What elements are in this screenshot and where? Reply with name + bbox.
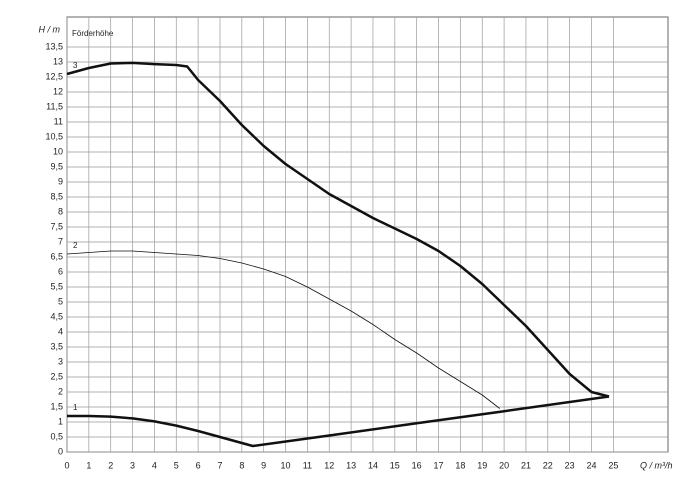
- plot-frame: [66, 16, 669, 453]
- y-tick-label: 9: [58, 176, 63, 186]
- y-tick-label: 3: [58, 356, 63, 366]
- y-tick-label: 5,5: [50, 281, 63, 291]
- x-tick-label: 7: [217, 460, 222, 470]
- series-label: 1: [73, 403, 78, 412]
- y-tick-label: 13: [53, 56, 63, 66]
- x-tick-label: 17: [434, 460, 444, 470]
- title-box: [70, 28, 120, 40]
- x-tick-label: 22: [543, 460, 553, 470]
- x-tick-label: 21: [521, 460, 531, 470]
- x-tick-label: 0: [64, 460, 69, 470]
- y-tick-label: 8,5: [50, 191, 63, 201]
- x-tick-label: 1: [86, 460, 91, 470]
- y-tick-label: 0,5: [50, 431, 63, 441]
- x-axis-label: Q / m³/h: [640, 460, 673, 470]
- x-tick-label: 9: [261, 460, 266, 470]
- y-tick-label: 5: [58, 296, 63, 306]
- y-tick-label: 2,5: [50, 371, 63, 381]
- y-tick-label: 11,5: [46, 101, 63, 111]
- x-tick-label: 13: [346, 460, 356, 470]
- curve: [66, 61, 610, 398]
- y-tick-label: 2: [58, 386, 63, 396]
- x-tick-label: 15: [390, 460, 400, 470]
- y-tick-label: 1,5: [50, 401, 63, 411]
- y-tick-label: 0: [58, 446, 63, 456]
- y-tick-label: 11: [54, 116, 63, 126]
- x-tick-label: 16: [412, 460, 422, 470]
- x-tick-label: 25: [608, 460, 618, 470]
- x-tick-label: 8: [239, 460, 244, 470]
- x-tick-label: 11: [303, 460, 312, 470]
- x-tick-label: 12: [324, 460, 334, 470]
- y-tick-label: 10,5: [45, 131, 63, 141]
- y-tick-label: 3,5: [50, 341, 63, 351]
- x-tick-label: 23: [565, 460, 575, 470]
- x-tick-label: 20: [499, 460, 509, 470]
- x-tick-label: 6: [196, 460, 201, 470]
- x-tick-label: 5: [174, 460, 179, 470]
- y-tick-label: 1: [58, 416, 63, 426]
- y-tick-label: 7,5: [50, 221, 63, 231]
- y-axis-label: H / m: [39, 24, 61, 34]
- chart-title: Förderhöhe: [72, 29, 114, 38]
- y-tick-label: 8: [58, 206, 63, 216]
- x-tick-label: 10: [281, 460, 291, 470]
- curve: [66, 250, 500, 409]
- x-tick-label: 2: [108, 460, 113, 470]
- series-label: 3: [73, 61, 78, 70]
- y-tick-label: 10: [53, 146, 63, 156]
- y-tick-label: 6,5: [50, 251, 63, 261]
- y-tick-label: 13,5: [45, 41, 63, 51]
- y-tick-label: 12: [53, 86, 63, 96]
- x-tick-label: 4: [152, 460, 157, 470]
- x-tick-label: 24: [587, 460, 597, 470]
- x-tick-label: 18: [455, 460, 465, 470]
- y-tick-label: 6: [58, 266, 63, 276]
- y-tick-label: 9,5: [50, 161, 63, 171]
- x-tick-label: 14: [368, 460, 378, 470]
- series-label: 2: [73, 241, 78, 250]
- y-tick-label: 7: [58, 236, 63, 246]
- x-tick-label: 19: [477, 460, 487, 470]
- y-tick-label: 4: [58, 326, 63, 336]
- x-tick-label: 3: [130, 460, 135, 470]
- y-tick-label: 4,5: [50, 311, 63, 321]
- curve: [67, 395, 610, 448]
- y-tick-label: 12,5: [45, 71, 63, 81]
